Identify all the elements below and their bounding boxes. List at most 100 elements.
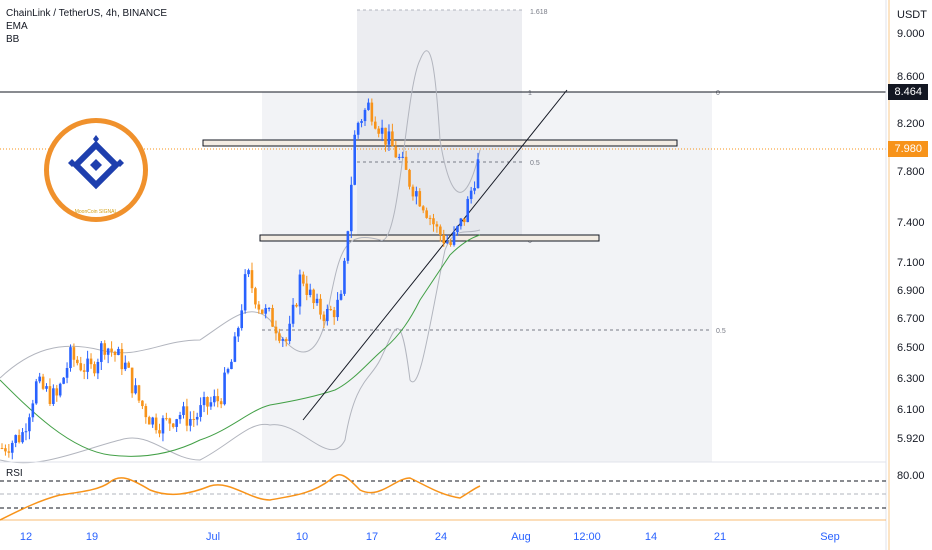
candle-body [278,333,281,341]
price-tick-label: 6.500 [897,342,925,354]
candle-body [10,442,14,453]
candle-body [415,191,418,197]
candle-body [394,146,398,158]
candle-body [58,383,62,396]
candle-body [260,309,264,314]
candle-body [240,310,244,329]
symbol-title[interactable]: ChainLink / TetherUS, 4h, BINANCE [6,8,168,19]
logo-caption: MoonCoin SIGNAL [74,209,118,215]
candle-body [428,217,432,219]
candle-body [171,423,175,427]
candle-body [189,418,192,426]
candle-body [302,274,305,284]
candle-body [319,298,322,315]
support-zone-box[interactable] [259,234,600,242]
candle-body [476,159,480,189]
candle-body [336,299,339,318]
candle-body [213,396,216,403]
candle-body [4,448,7,452]
time-tick-label: 21 [714,531,726,543]
candle-body [202,397,206,406]
candle-body [120,348,124,370]
candle-body [332,310,336,318]
candle-body [52,388,55,404]
candle-body [469,190,473,199]
candle-body [339,293,343,300]
candle-body [329,308,333,311]
price-tick-label: 9.000 [897,28,925,40]
candle-body [185,406,189,426]
candle-body [209,402,213,407]
candle-body [0,448,4,449]
candle-body [226,369,230,373]
candle-body [274,326,278,334]
candle-body [14,435,17,443]
candle-body [459,218,463,227]
rsi-indicator-label[interactable]: RSI [6,468,23,479]
candle-body [315,298,319,304]
candle-body [370,102,374,122]
candle-body [267,307,271,309]
candle-body [236,328,240,337]
candle-body [284,339,288,342]
candle-body [45,386,48,389]
candle-body [113,351,117,356]
candle-body [257,304,261,310]
bb-lower-band [0,229,481,464]
ascending-trend-line[interactable] [302,89,568,421]
candle-body [356,122,360,135]
candle-body [463,218,466,223]
candle-body [230,361,233,370]
candle-body [7,451,11,453]
bb-indicator-label[interactable]: BB [6,34,20,45]
candle-body [76,359,79,364]
candle-body [250,270,254,289]
candle-body [421,206,425,211]
candle-body [295,304,298,307]
candle-body [264,308,267,314]
ema-indicator-label[interactable]: EMA [6,21,28,32]
candle-body [353,134,357,185]
candle-body [141,400,144,407]
candle-body [233,336,237,362]
candle-body [55,388,59,396]
candle-body [401,156,404,158]
candle-body [89,358,93,365]
bb-upper-band [0,50,481,379]
candle-body [298,274,302,307]
candle-body [130,367,134,394]
price-tick-label: 7.400 [897,217,925,229]
candle-body [439,226,442,236]
candle-body [418,191,422,207]
candle-body [154,417,158,431]
candle-body [79,363,83,371]
candle-body [110,348,113,352]
candle-body [86,358,89,372]
candle-body [34,381,38,404]
candle-body [24,431,28,433]
candle-body [243,274,247,311]
candle-body [367,102,370,110]
candle-body [216,396,220,402]
candle-body [41,376,45,389]
candle-body [360,121,363,123]
candle-body [373,121,377,129]
candle-body [62,377,65,384]
candle-body [326,308,329,322]
candle-body [151,417,154,425]
candle-body [199,405,202,417]
candle-body [445,242,449,244]
fib-label-top: 1.618 [530,9,548,16]
candle-body [343,260,346,294]
resistance-price-badge: 8.464 [888,84,928,100]
candle-body [28,417,31,432]
time-tick-label: Aug [511,531,531,543]
price-tick-label: 8.200 [897,118,925,130]
candle-body [408,169,411,187]
candle-body [391,131,394,147]
candle-body [322,314,326,322]
time-tick-label: 12 [20,531,32,543]
time-tick-label: 10 [296,531,308,543]
candle-body [117,348,120,356]
